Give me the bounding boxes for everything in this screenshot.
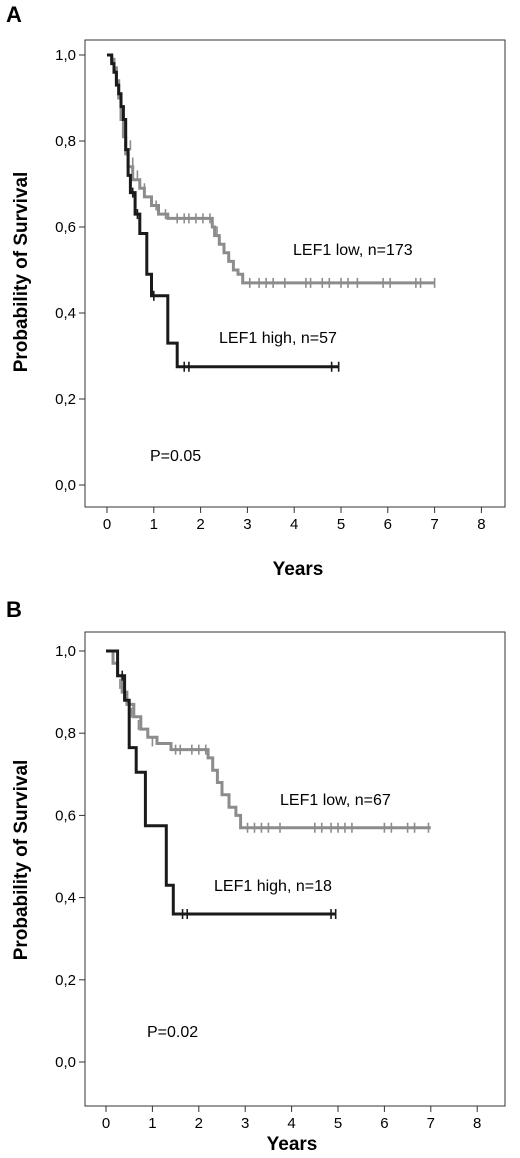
panel-b-x-tick-label: 4 [287,1115,295,1132]
panel-b-y-axis-title: Probability of Survival [11,760,32,961]
panel-a-x-axis-title: Years [273,559,324,580]
panel-a-x-tick-label: 7 [430,516,438,533]
panel-a-x-tick-label: 6 [384,516,392,533]
panel-b-y-tick-label: 0,2 [55,972,76,989]
panel-a-ticks: 0,0 0,2 0,4 0,6 0,8 1,0 0 1 2 3 4 5 6 7 8 [55,47,485,533]
panel-b-x-tick-label: 7 [427,1115,435,1132]
panel-b-plot-frame [84,631,506,1107]
panel-a-y-tick-label: 0,6 [55,219,76,236]
panel-a-x-tick-label: 5 [337,516,345,533]
panel-a-y-tick-label: 0,2 [55,391,76,408]
panel-a-x-tick-label: 0 [103,516,111,533]
panel-a-legend-high: LEF1 high, n=57 [219,330,337,347]
panel-b-x-axis-title: Years [267,1134,318,1155]
panel-b-curves [106,649,431,920]
panel-a-x-tick-label: 3 [243,516,251,533]
panel-b-curve-high [106,649,336,916]
panel-a-y-axis-title: Probability of Survival [11,172,32,373]
panel-b-curve-low [106,649,431,830]
panel-b-y-tick-label: 0,4 [55,890,76,907]
panel-b-y-tick-label: 0,6 [55,807,76,824]
panel-a-x-tick-label: 8 [477,516,485,533]
panel-a-x-tick-label: 2 [196,516,204,533]
panel-a-plot-frame [84,39,506,508]
panel-b-letter: B [6,597,22,622]
panel-b-x-tick-label: 3 [241,1115,249,1132]
panel-b-legend-high: LEF1 high, n=18 [214,878,332,895]
panel-a-legend-low: LEF1 low, n=173 [293,242,413,259]
panel-a-letter: A [6,2,22,27]
panel-a-curves [107,53,436,372]
panel-b-x-tick-label: 8 [473,1115,481,1132]
panel-a-x-tick-label: 4 [290,516,298,533]
panel-b-ticks: 0,0 0,2 0,4 0,6 0,8 1,0 0 1 2 3 4 5 6 7 8 [55,643,481,1132]
panel-b-y-tick-label: 1,0 [55,643,76,660]
panel-b-legend-low: LEF1 low, n=67 [280,792,391,809]
panel-b-x-tick-label: 5 [334,1115,342,1132]
panel-a-y-tick-label: 0,0 [55,477,76,494]
panel-a-p-value: P=0.05 [150,448,201,465]
panel-b-x-tick-label: 2 [195,1115,203,1132]
panel-b: B Probability of Survival Years P=0.02 L… [6,597,506,1155]
panel-b-x-tick-label: 1 [148,1115,156,1132]
panel-b-x-tick-label: 0 [102,1115,110,1132]
panel-b-y-tick-label: 0,0 [55,1054,76,1071]
panel-a-y-tick-label: 0,4 [55,305,76,322]
panel-a-y-tick-label: 0,8 [55,133,76,150]
panel-a-curve-high [107,53,339,369]
panel-a: A Probability of Survival Years P=0.05 L… [6,2,506,580]
panel-a-x-tick-label: 1 [150,516,158,533]
panel-b-x-tick-label: 6 [380,1115,388,1132]
panel-b-y-tick-label: 0,8 [55,725,76,742]
panel-a-y-tick-label: 1,0 [55,47,76,64]
panel-b-p-value: P=0.02 [147,1024,198,1041]
